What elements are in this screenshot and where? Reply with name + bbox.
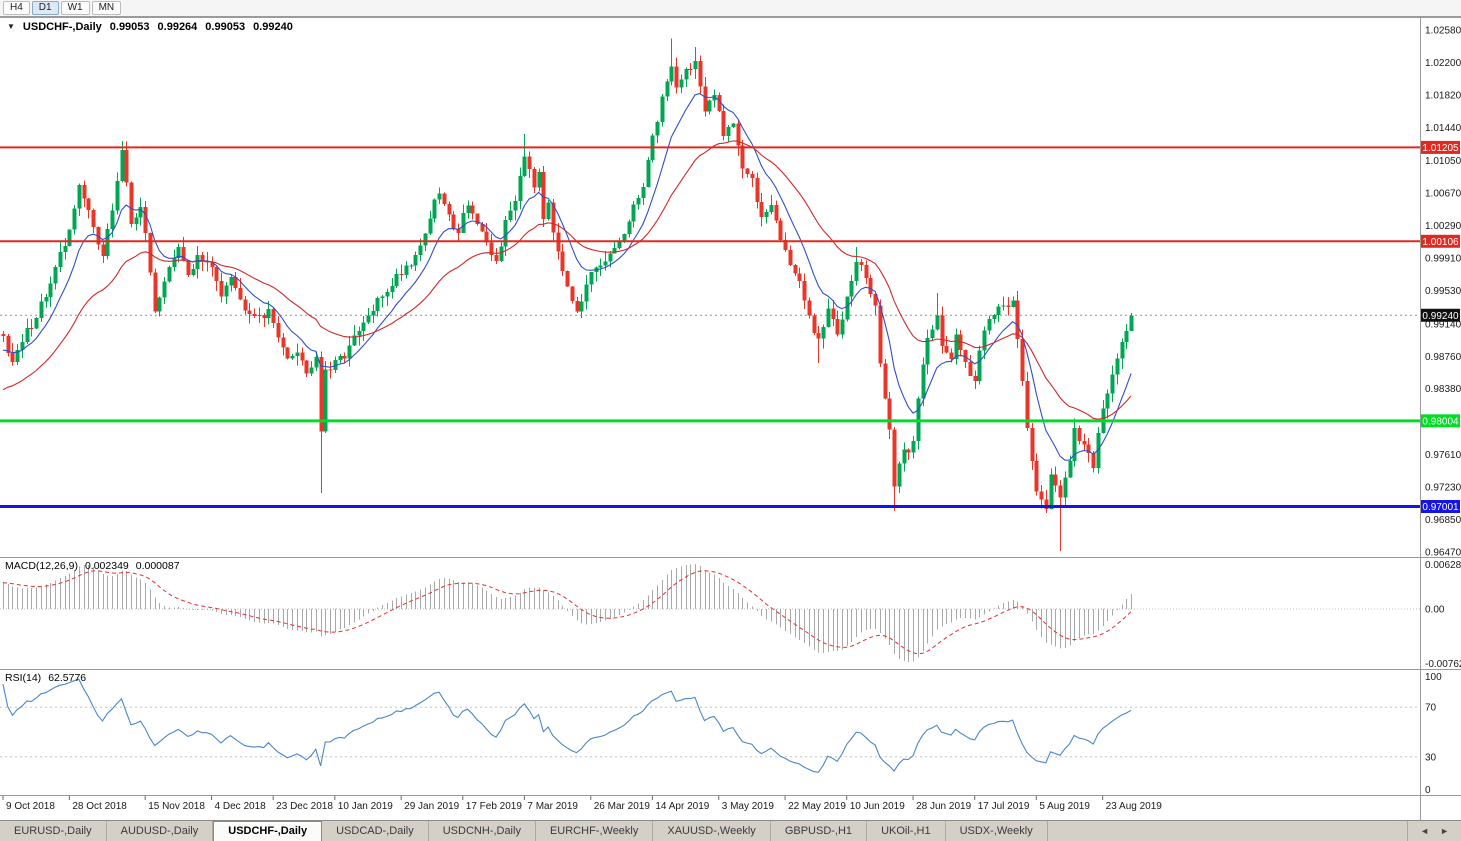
svg-text:17 Jul 2019: 17 Jul 2019 [978,801,1030,812]
tab-gbpusd-h1[interactable]: GBPUSD-,H1 [771,821,868,841]
svg-text:0: 0 [1425,785,1431,796]
svg-text:14 Apr 2019: 14 Apr 2019 [655,801,709,812]
macd-signal-value: 0.000087 [135,560,180,572]
svg-text:22 May 2019: 22 May 2019 [788,801,846,812]
macd-main-value: 0.002349 [84,560,129,572]
svg-text:0.96470: 0.96470 [1425,547,1461,558]
svg-text:26 Mar 2019: 26 Mar 2019 [594,801,651,812]
svg-text:1.00106: 1.00106 [1422,237,1459,248]
svg-text:0.99140: 0.99140 [1425,319,1461,330]
tab-usdcnh-daily[interactable]: USDCNH-,Daily [429,821,536,841]
ohlc-high-value: 0.99264 [157,21,198,33]
svg-text:1.00290: 1.00290 [1425,221,1461,232]
macd-histogram [3,563,1132,663]
tab-audusd-daily[interactable]: AUDUSD-,Daily [107,821,214,841]
ma-slow-line [2,140,1132,420]
tab-usdx-weekly[interactable]: USDX-,Weekly [946,821,1048,841]
svg-text:1.02580: 1.02580 [1425,25,1461,36]
svg-text:0.98760: 0.98760 [1425,352,1461,363]
symbol-tab-strip: EURUSD-,Daily AUDUSD-,Daily USDCHF-,Daily U… [0,821,1048,841]
svg-text:-0.00762: -0.00762 [1425,659,1461,670]
svg-text:0.97001: 0.97001 [1422,502,1459,513]
chart-symbol-label: USDCHF-,Daily [22,21,102,33]
ohlc-low-value: 0.99053 [205,21,246,33]
chart-tab-bar: EURUSD-,Daily AUDUSD-,Daily USDCHF-,Daily U… [0,820,1461,841]
macd-axis-labels[interactable]: 0.006286 0.00 -0.00762 [1425,560,1461,670]
svg-text:0.97230: 0.97230 [1425,482,1461,493]
svg-text:0.98380: 0.98380 [1425,384,1461,395]
ohlc-open-value: 0.99053 [109,21,150,33]
svg-text:1.02200: 1.02200 [1425,58,1461,69]
svg-text:17 Feb 2019: 17 Feb 2019 [466,801,523,812]
svg-text:0.00: 0.00 [1425,605,1445,616]
pane-separators [0,17,1461,820]
svg-text:0.99240: 0.99240 [1422,311,1459,322]
support-line-2-axis-label: 0.97001 [1421,500,1460,514]
timeframe-button-d1[interactable]: D1 [31,1,59,15]
resistance-line-2-axis-label: 1.00106 [1421,234,1460,248]
svg-text:0.99910: 0.99910 [1425,254,1461,265]
support-line-1-axis-label: 0.98004 [1421,414,1460,428]
svg-text:23 Aug 2019: 23 Aug 2019 [1106,801,1163,812]
price-axis-labels[interactable]: 1.02580 1.02200 1.01820 1.01440 1.01050 1.006… [1425,25,1461,558]
svg-text:30: 30 [1425,752,1437,763]
tab-eurchf-weekly[interactable]: EURCHF-,Weekly [536,821,654,841]
candles-group [1,38,1134,552]
date-axis-labels[interactable]: 9 Oct 2018 28 Oct 2018 15 Nov 2018 4 Dec 20… [2,796,1163,812]
svg-text:10 Jun 2019: 10 Jun 2019 [850,801,905,812]
svg-text:10 Jan 2019: 10 Jan 2019 [338,801,393,812]
svg-text:0.96850: 0.96850 [1425,515,1461,526]
macd-signal-line [2,570,1132,655]
tab-ukoil-h1[interactable]: UKOil-,H1 [867,821,946,841]
chart-title-overlay: ▼ USDCHF-,Daily 0.99053 0.99264 0.99053 … [7,21,293,33]
macd-indicator-label: MACD(12,26,9) 0.002349 0.000087 [5,560,180,572]
svg-text:23 Dec 2018: 23 Dec 2018 [276,801,333,812]
timeframe-button-h4[interactable]: H4 [3,1,30,15]
tab-eurusd-daily[interactable]: EURUSD-,Daily [0,821,107,841]
svg-text:29 Jan 2019: 29 Jan 2019 [404,801,459,812]
tab-usdcad-daily[interactable]: USDCAD-,Daily [322,821,429,841]
macd-name: MACD(12,26,9) [5,560,78,572]
svg-text:15 Nov 2018: 15 Nov 2018 [148,801,205,812]
svg-text:0.99530: 0.99530 [1425,286,1461,297]
tab-scroll-arrows: ◄ ► [1407,821,1461,841]
collapse-chart-icon[interactable]: ▼ [7,22,15,31]
scroll-tabs-left-icon[interactable]: ◄ [1420,826,1430,836]
ohlc-close-value: 0.99240 [253,21,293,33]
rsi-value: 62.5776 [48,672,87,684]
current-price-axis-label: 0.99240 [1421,308,1460,322]
rsi-level-lines [0,706,1420,758]
svg-text:3 May 2019: 3 May 2019 [722,801,775,812]
tab-xauusd-weekly[interactable]: XAUUSD-,Weekly [653,821,771,841]
timeframe-button-mn[interactable]: MN [91,1,122,15]
tab-usdchf-daily[interactable]: USDCHF-,Daily [213,821,323,841]
svg-text:28 Jun 2019: 28 Jun 2019 [916,801,971,812]
svg-text:0.98004: 0.98004 [1422,416,1459,427]
svg-text:5 Aug 2019: 5 Aug 2019 [1039,801,1090,812]
scroll-tabs-right-icon[interactable]: ► [1440,826,1449,836]
resistance-line-1-axis-label: 1.01205 [1421,140,1460,154]
svg-text:1.01050: 1.01050 [1425,156,1461,167]
svg-text:0.97610: 0.97610 [1425,450,1461,461]
svg-text:1.01205: 1.01205 [1422,143,1459,154]
rsi-indicator-label: RSI(14) 62.5776 [5,672,86,684]
timeframe-button-w1[interactable]: W1 [60,1,90,15]
svg-text:1.01440: 1.01440 [1425,123,1461,134]
timeframe-toolbar: H4 D1 W1 MN [0,0,1461,17]
svg-text:1.01820: 1.01820 [1425,90,1461,101]
svg-text:70: 70 [1425,703,1437,714]
svg-text:28 Oct 2018: 28 Oct 2018 [72,801,127,812]
svg-text:100: 100 [1425,672,1442,683]
svg-text:9 Oct 2018: 9 Oct 2018 [6,801,55,812]
rsi-axis-labels[interactable]: 100 70 30 0 [1425,672,1442,796]
svg-text:4 Dec 2018: 4 Dec 2018 [215,801,267,812]
svg-text:1.00670: 1.00670 [1425,189,1461,200]
rsi-name: RSI(14) [5,672,42,684]
svg-text:0.006286: 0.006286 [1425,560,1461,571]
rsi-line [2,678,1132,773]
svg-text:7 Mar 2019: 7 Mar 2019 [527,801,578,812]
